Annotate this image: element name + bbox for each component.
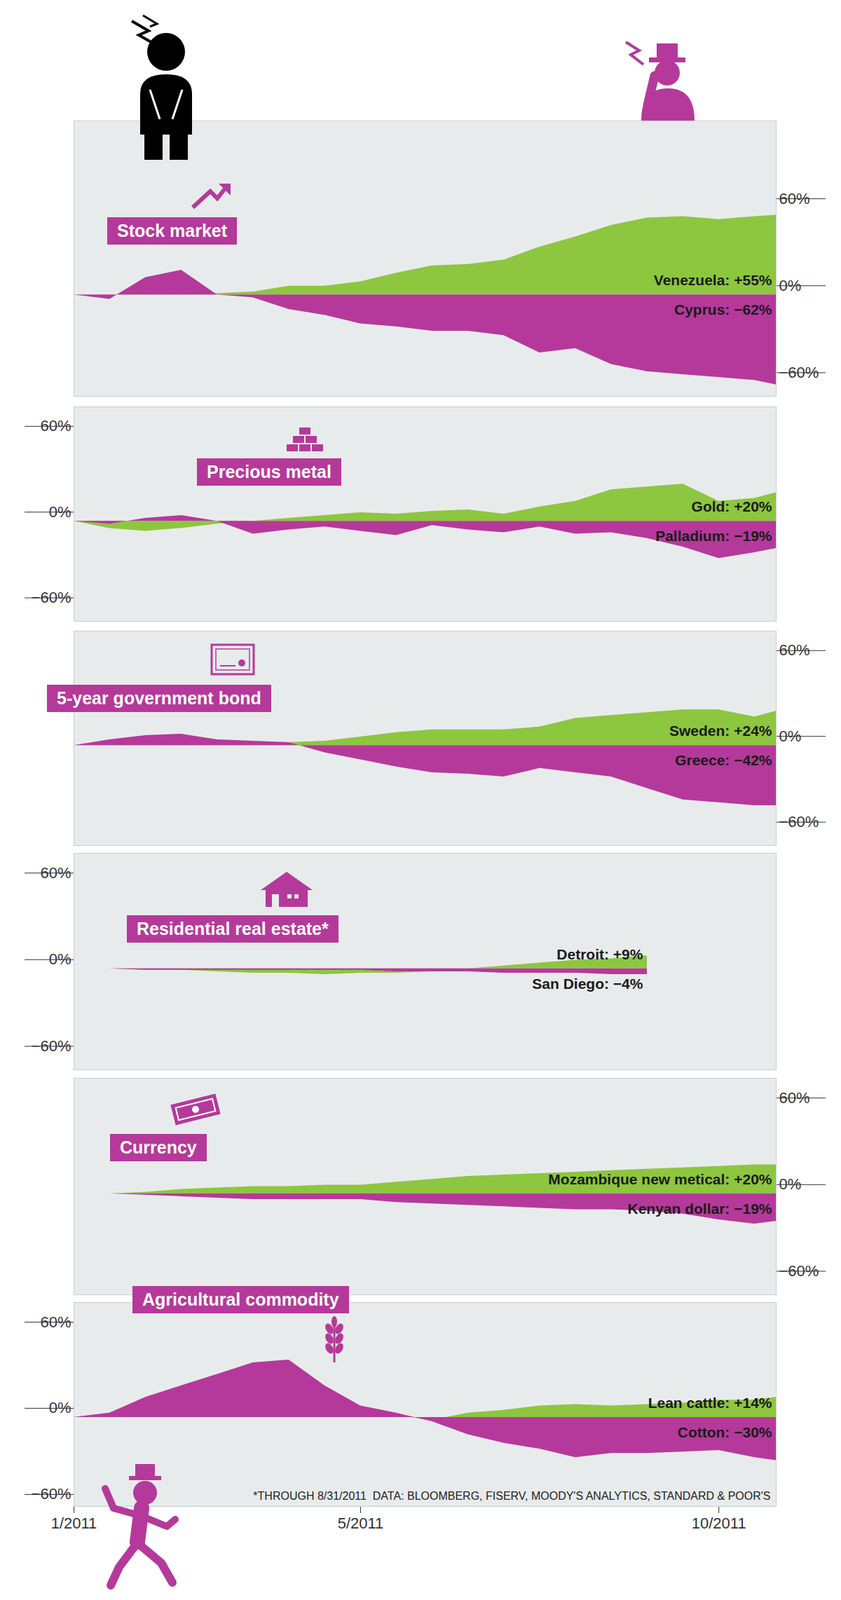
svg-text:1/2011: 1/2011 bbox=[51, 1514, 98, 1533]
svg-text:5/2011: 5/2011 bbox=[337, 1514, 385, 1533]
svg-text:Lean cattle: +14%: Lean cattle: +14% bbox=[648, 1394, 773, 1411]
svg-text:Mozambique new metical: +20%: Mozambique new metical: +20% bbox=[548, 1171, 773, 1188]
svg-text:Cyprus: −62%: Cyprus: −62% bbox=[674, 301, 773, 318]
svg-text:Venezuela: +55%: Venezuela: +55% bbox=[653, 271, 773, 289]
svg-text:Gold: +20%: Gold: +20% bbox=[691, 498, 773, 515]
svg-text:60%: 60% bbox=[39, 864, 71, 882]
svg-text:0%: 0% bbox=[779, 276, 802, 295]
svg-text:Sweden: +24%: Sweden: +24% bbox=[669, 722, 773, 739]
svg-text:Greece: −42%: Greece: −42% bbox=[674, 751, 773, 769]
svg-text:−60%: −60% bbox=[779, 363, 820, 382]
svg-text:Kenyan dollar: −19%: Kenyan dollar: −19% bbox=[627, 1200, 773, 1217]
svg-text:0%: 0% bbox=[779, 1175, 802, 1193]
svg-text:60%: 60% bbox=[779, 641, 811, 659]
svg-text:60%: 60% bbox=[39, 416, 71, 435]
svg-text:*THROUGH 8/31/2011 DATA: BLOO: *THROUGH 8/31/2011 DATA: BLOOMBERG, FISE… bbox=[253, 1489, 771, 1502]
html-text:Agricultural commodity: Agricultural commodity bbox=[142, 1289, 339, 1310]
svg-text:60%: 60% bbox=[779, 189, 811, 208]
html-text:Stock market: Stock market bbox=[117, 220, 228, 241]
svg-text:−60%: −60% bbox=[31, 588, 72, 607]
svg-text:0%: 0% bbox=[49, 950, 72, 968]
svg-text:Palladium: −19%: Palladium: −19% bbox=[655, 527, 773, 544]
svg-text:Detroit: +9%: Detroit: +9% bbox=[556, 946, 643, 963]
svg-text:10/2011: 10/2011 bbox=[691, 1514, 747, 1533]
html-text:5-year government bond: 5-year government bond bbox=[56, 688, 262, 708]
svg-text:60%: 60% bbox=[779, 1089, 811, 1107]
html-text:Precious metal: Precious metal bbox=[206, 461, 332, 482]
svg-text:San Diego: −4%: San Diego: −4% bbox=[531, 975, 643, 992]
svg-text:Cotton: −30%: Cotton: −30% bbox=[677, 1424, 773, 1441]
svg-text:0%: 0% bbox=[779, 727, 802, 745]
svg-text:0%: 0% bbox=[49, 1398, 72, 1417]
html-text:Residential real estate*: Residential real estate* bbox=[136, 918, 329, 939]
svg-text:−60%: −60% bbox=[31, 1485, 72, 1503]
html-text:Currency: Currency bbox=[119, 1137, 197, 1158]
svg-text:0%: 0% bbox=[49, 503, 72, 521]
svg-text:−60%: −60% bbox=[779, 1262, 820, 1280]
svg-text:−60%: −60% bbox=[779, 812, 820, 831]
svg-text:−60%: −60% bbox=[31, 1037, 72, 1055]
svg-text:60%: 60% bbox=[39, 1313, 71, 1331]
